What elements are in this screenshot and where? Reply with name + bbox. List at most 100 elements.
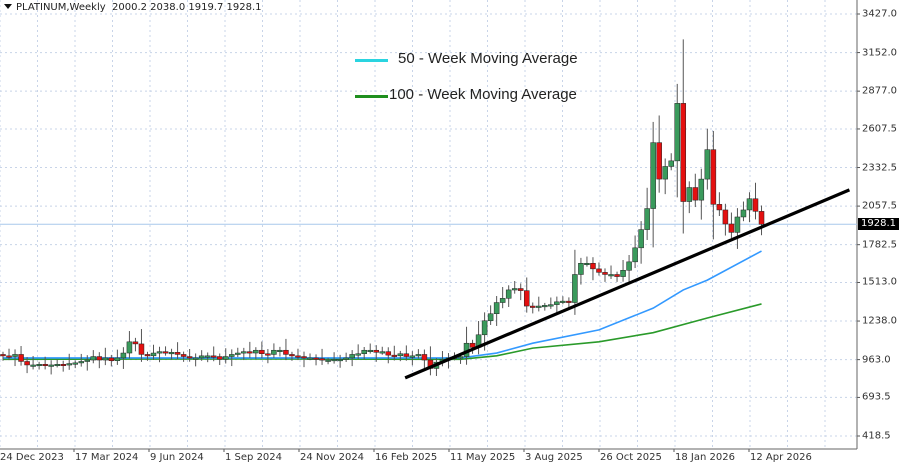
candle-body-bullish bbox=[48, 364, 54, 367]
y-tick-label: 963.0 bbox=[862, 354, 891, 366]
candle bbox=[241, 347, 247, 361]
candle-body-bearish bbox=[18, 354, 24, 362]
candle-body-bullish bbox=[578, 263, 584, 275]
candle-body-bullish bbox=[698, 178, 705, 201]
candle-body-bearish bbox=[180, 354, 187, 357]
current-price-label: 1928.1 bbox=[858, 218, 899, 231]
candle bbox=[307, 353, 313, 361]
candle-body-bullish bbox=[120, 352, 127, 359]
candle bbox=[626, 255, 632, 284]
candle-body-bearish bbox=[313, 357, 319, 360]
candle-body-bearish bbox=[421, 354, 428, 361]
candle bbox=[758, 205, 765, 236]
candle bbox=[403, 345, 410, 361]
candle bbox=[325, 357, 331, 365]
candle-body-bearish bbox=[265, 353, 271, 356]
candle bbox=[156, 346, 163, 363]
candle-body-bullish bbox=[560, 300, 566, 303]
candle bbox=[12, 349, 18, 367]
candle-body-bullish bbox=[668, 160, 674, 167]
candle-body-bullish bbox=[493, 302, 500, 315]
candle-body-bullish bbox=[253, 349, 259, 354]
candle bbox=[523, 277, 530, 313]
candle bbox=[391, 345, 398, 361]
candle-body-bullish bbox=[235, 352, 241, 355]
candle-body-bullish bbox=[415, 354, 422, 357]
candle bbox=[668, 153, 674, 171]
symbol-label: PLATINUM,Weekly bbox=[16, 2, 106, 13]
candle-body-bearish bbox=[301, 356, 307, 359]
legend-ma100-swatch bbox=[355, 95, 388, 98]
candle-body-bullish bbox=[511, 288, 518, 291]
candle bbox=[692, 173, 699, 208]
candle bbox=[361, 346, 367, 360]
candle bbox=[596, 262, 602, 276]
candle-body-bullish bbox=[650, 142, 656, 209]
candle bbox=[18, 346, 24, 366]
dropdown-triangle-icon[interactable] bbox=[4, 4, 12, 9]
candle-body-bullish bbox=[168, 352, 175, 355]
candle bbox=[229, 349, 235, 367]
y-tick-label: 3152.0 bbox=[862, 47, 897, 59]
candle-body-bullish bbox=[72, 362, 78, 365]
candle-body-bullish bbox=[409, 355, 416, 358]
candle-body-bullish bbox=[12, 354, 18, 357]
candle-body-bearish bbox=[186, 356, 193, 359]
candle bbox=[373, 345, 379, 362]
candle bbox=[259, 341, 265, 359]
candle-body-bullish bbox=[229, 354, 235, 357]
candle-body-bullish bbox=[499, 298, 506, 303]
chart-header: PLATINUM,Weekly 2000.2 2038.0 1919.7 192… bbox=[4, 2, 262, 13]
candle-body-bearish bbox=[174, 352, 181, 355]
candle-body-bullish bbox=[222, 356, 229, 360]
candle-body-bullish bbox=[337, 359, 343, 362]
candle bbox=[78, 353, 85, 367]
candle-body-bullish bbox=[271, 349, 277, 355]
candle bbox=[608, 265, 614, 279]
candle-body-bearish bbox=[758, 211, 765, 225]
candle-body-bearish bbox=[602, 272, 608, 275]
y-tick-label: 3427.0 bbox=[862, 8, 897, 20]
candle bbox=[530, 302, 536, 314]
candle-body-bullish bbox=[644, 208, 650, 230]
y-tick-label: 2057.5 bbox=[862, 200, 897, 212]
candle bbox=[674, 83, 680, 198]
candle-body-bullish bbox=[536, 305, 542, 308]
candle-body-bullish bbox=[102, 357, 109, 361]
candle bbox=[210, 346, 217, 362]
candle-body-bullish bbox=[150, 352, 157, 357]
candle bbox=[349, 350, 355, 367]
candle bbox=[235, 347, 241, 358]
candle bbox=[385, 347, 392, 364]
candle bbox=[265, 349, 271, 364]
candle-body-bearish bbox=[752, 198, 759, 212]
candle bbox=[138, 329, 145, 362]
candle-body-bearish bbox=[210, 355, 217, 358]
candle bbox=[30, 355, 36, 370]
candle-body-bearish bbox=[6, 355, 12, 358]
x-tick-label: 26 Oct 2025 bbox=[600, 452, 662, 463]
candle bbox=[204, 352, 211, 363]
candle-body-bullish bbox=[241, 351, 247, 354]
candle-body-bullish bbox=[307, 357, 313, 360]
candle bbox=[734, 208, 741, 249]
candle bbox=[337, 354, 343, 368]
candle-body-bearish bbox=[0, 354, 6, 357]
candle-body-bullish bbox=[78, 361, 85, 364]
candle-body-bearish bbox=[469, 342, 476, 348]
candle-body-bullish bbox=[686, 187, 693, 202]
candle bbox=[638, 221, 644, 264]
candle bbox=[536, 296, 542, 312]
candle bbox=[572, 249, 578, 315]
candle-body-bullish bbox=[114, 357, 121, 361]
candle-body-bullish bbox=[30, 364, 36, 367]
candle bbox=[662, 158, 668, 195]
candle bbox=[120, 347, 127, 369]
candle bbox=[114, 349, 121, 365]
candle bbox=[487, 305, 494, 325]
x-tick-label: 9 Jun 2024 bbox=[150, 452, 204, 463]
candle-body-bullish bbox=[361, 349, 367, 354]
candle bbox=[644, 187, 650, 240]
x-tick-label: 16 Feb 2025 bbox=[375, 452, 438, 463]
